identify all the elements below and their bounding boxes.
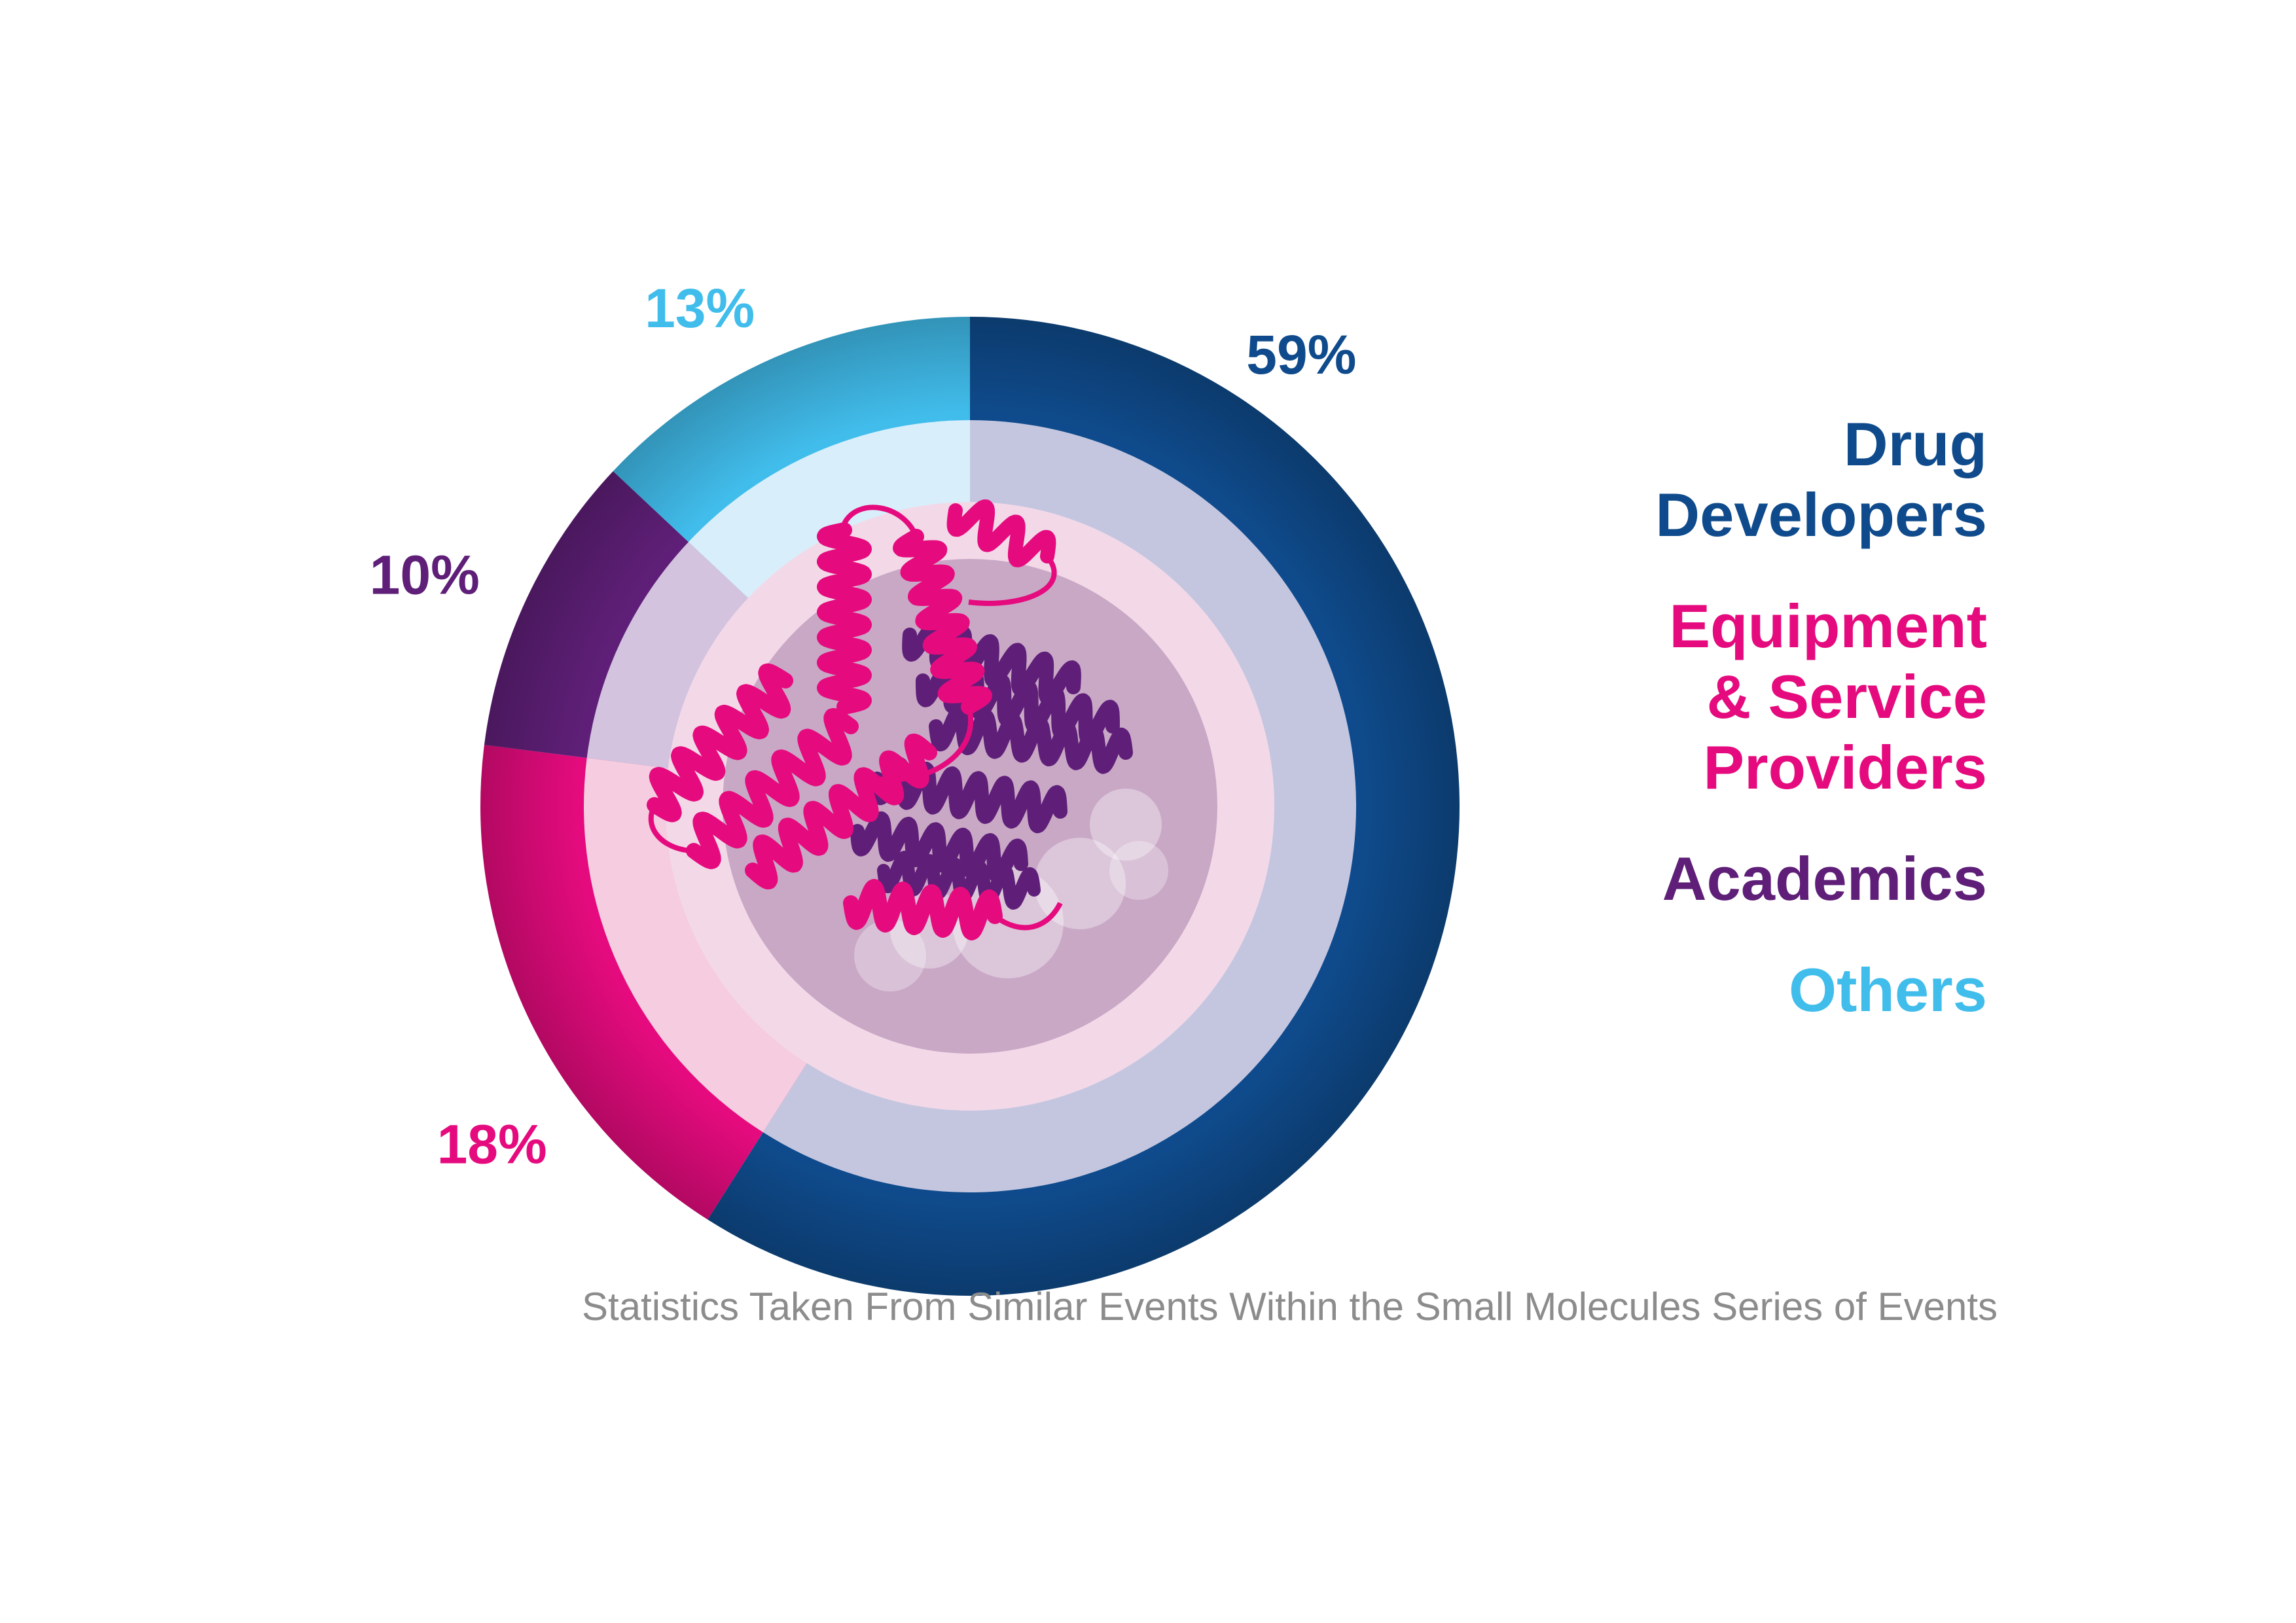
protein-helix: [843, 879, 1003, 940]
legend-entry-drug-developers: Drug Developers: [1655, 410, 1987, 549]
protein-helix: [745, 733, 937, 890]
chart-footnote: Statistics Taken From Similar Events Wit…: [582, 1285, 1998, 1329]
protein-loop: [993, 902, 1063, 931]
bubble: [1109, 841, 1168, 900]
protein-helix: [686, 707, 859, 870]
pct-label-academics: 10%: [370, 544, 480, 606]
legend-entry-academics: Academics: [1662, 844, 1987, 913]
protein-structure-illustration: [647, 499, 1133, 940]
percentage-labels: 59% 18% 10% 13%: [370, 277, 1357, 1175]
protein-loop: [968, 554, 1057, 606]
protein-loop: [876, 705, 974, 783]
pct-label-drug-developers: 59%: [1246, 324, 1356, 385]
legend-entry-equipment-service-providers: Equipment & Service Providers: [1669, 592, 1987, 802]
protein-loop: [648, 804, 694, 853]
protein-helix: [647, 663, 793, 823]
pct-label-equipment-and-service-providers: 18%: [437, 1114, 547, 1175]
protein-helix: [850, 811, 1028, 884]
protein-loop: [842, 505, 919, 538]
legend: Drug Developers Equipment & Service Prov…: [1398, 409, 1987, 1066]
bubble: [854, 919, 926, 991]
bubble: [1090, 789, 1162, 861]
protein-helix: [870, 757, 1067, 834]
protein-helix: [916, 660, 1120, 747]
pct-label-others: 13%: [645, 277, 755, 339]
legend-entry-others: Others: [1789, 955, 1987, 1024]
protein-helix: [817, 522, 872, 715]
protein-helix: [946, 499, 1056, 567]
protein-helix: [893, 529, 992, 715]
protein-helix: [877, 851, 1041, 910]
